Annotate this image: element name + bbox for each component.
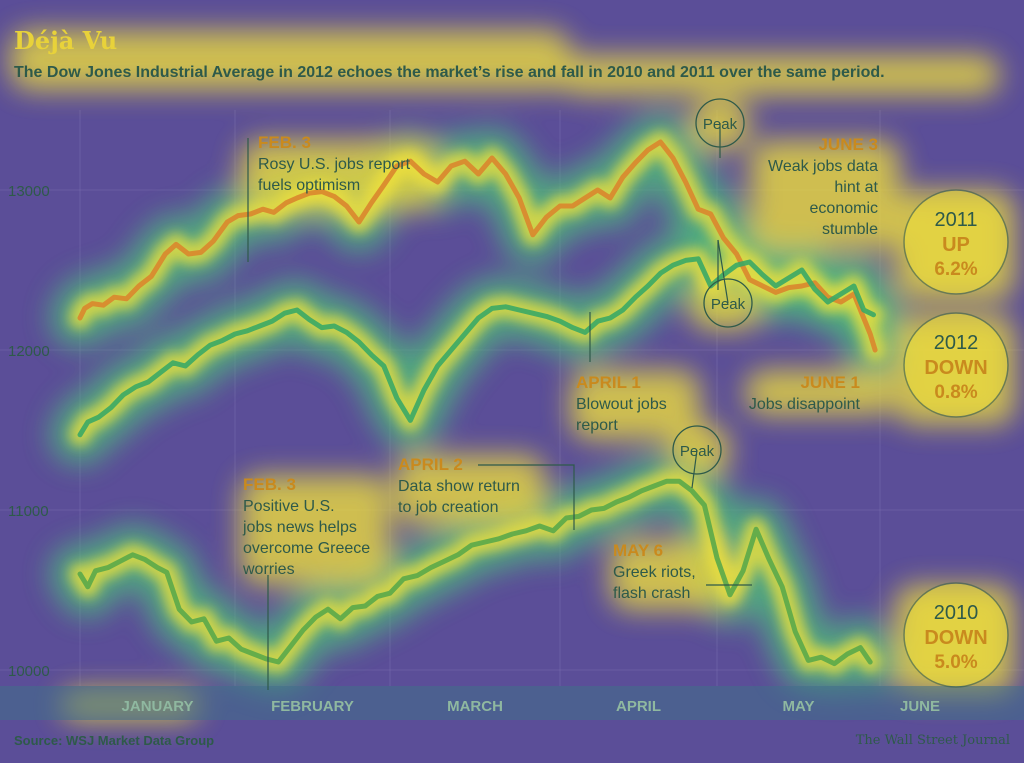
badge-direction: DOWN bbox=[924, 357, 987, 379]
heat-spot bbox=[395, 455, 545, 525]
heat-spot bbox=[10, 30, 570, 90]
annotation-text: Weak jobs data bbox=[768, 158, 878, 175]
annotation-text: to job creation bbox=[398, 499, 499, 516]
x-tick-label: MARCH bbox=[447, 698, 503, 715]
annotation-heading: APRIL 2 bbox=[398, 455, 463, 474]
x-tick-label: JUNE bbox=[900, 698, 940, 715]
badge-circle-2012 bbox=[903, 312, 1009, 418]
badge-change: 5.0% bbox=[934, 652, 977, 673]
heat-spot bbox=[560, 55, 1000, 95]
peak-marker-circle bbox=[703, 278, 753, 328]
annotation-text: flash crash bbox=[613, 585, 690, 602]
chart-subtitle: The Dow Jones Industrial Average in 2012… bbox=[14, 64, 885, 81]
y-tick-label: 13000 bbox=[8, 183, 50, 200]
annotation-heading: FEB. 3 bbox=[243, 475, 296, 494]
annotation-heading: JUNE 1 bbox=[800, 373, 860, 392]
y-tick-label: 10000 bbox=[8, 663, 50, 680]
peak-label: Peak bbox=[680, 443, 715, 460]
annotation-text: Greek riots, bbox=[613, 564, 696, 581]
annotation-text: Rosy U.S. jobs report bbox=[258, 156, 411, 173]
annotation-text: Data show return bbox=[398, 478, 520, 495]
annotation-text: Blowout jobs bbox=[576, 396, 667, 413]
badge-year: 2011 bbox=[934, 209, 977, 231]
badge-change: 6.2% bbox=[934, 259, 977, 280]
heat-spot bbox=[610, 540, 730, 610]
peak-marker-circle bbox=[672, 425, 722, 475]
annotation-leader bbox=[478, 464, 575, 530]
series-line-2012 bbox=[77, 256, 876, 438]
annotation-text: Positive U.S. bbox=[243, 498, 335, 515]
series-lines bbox=[77, 139, 878, 667]
annotation-text: report bbox=[576, 417, 618, 434]
annotation-text: stumble bbox=[822, 221, 878, 238]
annotation-text: fuels optimism bbox=[258, 177, 360, 194]
x-tick-label: APRIL bbox=[616, 698, 661, 715]
series-line-2011 bbox=[77, 139, 878, 353]
badge-year: 2012 bbox=[934, 332, 979, 354]
badge-direction: UP bbox=[942, 234, 970, 256]
heat-spot bbox=[570, 370, 700, 440]
badge-year: 2010 bbox=[934, 602, 979, 624]
peak-label: Peak bbox=[703, 116, 738, 133]
annotation-text: hint at bbox=[834, 179, 878, 196]
peak-marker-circle bbox=[695, 98, 745, 148]
peak-markers: Peak Peak Peak bbox=[672, 98, 753, 489]
peak-leader bbox=[717, 239, 729, 304]
x-axis-labels: JANUARY FEBRUARY MARCH APRIL MAY JUNE bbox=[122, 698, 940, 715]
annotation-text: Jobs disappoint bbox=[749, 396, 861, 413]
month-bar bbox=[0, 686, 1024, 720]
x-tick-label: JANUARY bbox=[122, 698, 194, 715]
heat-spot bbox=[670, 425, 730, 475]
badge-change: 0.8% bbox=[934, 382, 977, 403]
annotation-heading: APRIL 1 bbox=[576, 373, 641, 392]
source-note: Source: WSJ Market Data Group bbox=[14, 733, 215, 748]
annotation-text: worries bbox=[242, 561, 295, 578]
annotation-text: economic bbox=[810, 200, 878, 217]
heat-spot bbox=[750, 140, 900, 250]
heat-spot bbox=[240, 475, 390, 585]
y-axis-labels: 10000 11000 12000 13000 bbox=[8, 183, 50, 680]
annotation-heading: JUNE 3 bbox=[818, 135, 878, 154]
x-tick-label: MAY bbox=[783, 698, 815, 715]
chart-title: Déjà Vu bbox=[14, 26, 118, 55]
peak-leader bbox=[691, 449, 698, 489]
annotation-heading: FEB. 3 bbox=[258, 133, 311, 152]
change-badges: 2011 UP 6.2% 2012 DOWN 0.8% 2010 DOWN 5.0% bbox=[903, 189, 1009, 688]
heat-spot bbox=[745, 370, 895, 415]
badge-circle-2010 bbox=[903, 582, 1009, 688]
y-tick-label: 11000 bbox=[8, 503, 49, 520]
annotation-text: jobs news helps bbox=[242, 519, 357, 536]
badge-circle-2011 bbox=[903, 189, 1009, 295]
annotation-heading: MAY 6 bbox=[613, 541, 663, 560]
annotation-text: overcome Greece bbox=[243, 540, 370, 557]
annotations: FEB. 3 Rosy U.S. jobs report fuels optimis… bbox=[242, 133, 879, 690]
publisher-credit: The Wall Street Journal bbox=[855, 733, 1010, 748]
peak-label: Peak bbox=[711, 296, 746, 313]
x-tick-label: FEBRUARY bbox=[271, 698, 354, 715]
badge-direction: DOWN bbox=[924, 627, 987, 649]
y-tick-label: 12000 bbox=[8, 343, 50, 360]
series-line-2010 bbox=[77, 478, 873, 667]
